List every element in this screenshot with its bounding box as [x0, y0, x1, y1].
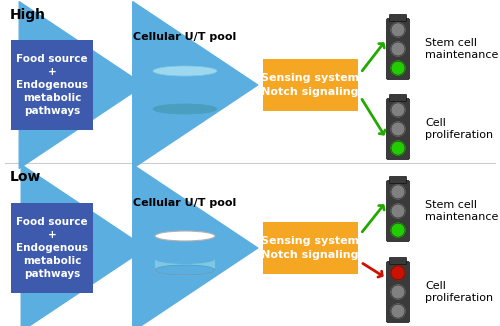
FancyBboxPatch shape	[390, 95, 406, 101]
Circle shape	[391, 122, 405, 136]
Text: Cellular U/T pool: Cellular U/T pool	[134, 32, 236, 42]
FancyBboxPatch shape	[262, 59, 358, 111]
Ellipse shape	[153, 66, 217, 76]
Circle shape	[391, 185, 405, 199]
Polygon shape	[153, 71, 161, 109]
Text: Sensing system
(Notch signaling): Sensing system (Notch signaling)	[256, 73, 364, 96]
FancyBboxPatch shape	[11, 40, 93, 130]
Polygon shape	[155, 259, 215, 270]
Text: Stem cell
maintenance: Stem cell maintenance	[425, 38, 498, 60]
FancyBboxPatch shape	[386, 181, 409, 242]
Polygon shape	[153, 71, 217, 109]
Text: Sensing system
(Notch signaling): Sensing system (Notch signaling)	[256, 236, 364, 259]
FancyBboxPatch shape	[386, 261, 409, 322]
FancyBboxPatch shape	[262, 222, 358, 274]
Circle shape	[391, 103, 405, 117]
Text: Cellular U/T pool: Cellular U/T pool	[134, 198, 236, 208]
Text: Low: Low	[10, 170, 42, 184]
FancyBboxPatch shape	[390, 176, 406, 184]
FancyBboxPatch shape	[386, 98, 409, 159]
Circle shape	[391, 223, 405, 237]
Circle shape	[391, 285, 405, 299]
Ellipse shape	[155, 231, 215, 241]
Text: Food source
+
Endogenous
metabolic
pathways: Food source + Endogenous metabolic pathw…	[16, 216, 88, 279]
Text: High: High	[10, 8, 46, 22]
FancyBboxPatch shape	[390, 258, 406, 264]
FancyBboxPatch shape	[390, 14, 406, 22]
FancyBboxPatch shape	[386, 19, 409, 80]
Ellipse shape	[155, 254, 215, 264]
Circle shape	[391, 61, 405, 75]
Polygon shape	[155, 236, 215, 270]
Text: Food source
+
Endogenous
metabolic
pathways: Food source + Endogenous metabolic pathw…	[16, 53, 88, 116]
Ellipse shape	[153, 104, 217, 114]
Text: Cell
proliferation: Cell proliferation	[425, 118, 493, 140]
FancyBboxPatch shape	[11, 203, 93, 293]
Text: Cell
proliferation: Cell proliferation	[425, 281, 493, 303]
Circle shape	[391, 23, 405, 37]
Circle shape	[391, 204, 405, 218]
Circle shape	[391, 266, 405, 280]
Circle shape	[391, 141, 405, 155]
Ellipse shape	[155, 265, 215, 275]
Circle shape	[391, 304, 405, 318]
Circle shape	[391, 42, 405, 56]
Text: Stem cell
maintenance: Stem cell maintenance	[425, 200, 498, 222]
Ellipse shape	[155, 265, 215, 275]
